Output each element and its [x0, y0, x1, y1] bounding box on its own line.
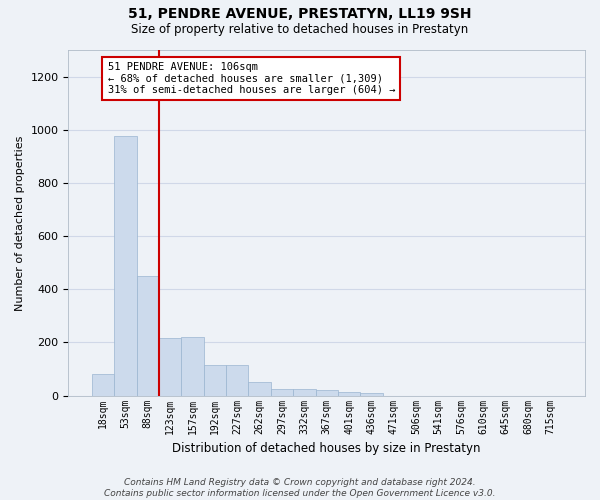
Bar: [181, 337, 204, 396]
Bar: [114, 136, 137, 396]
Bar: [159, 338, 181, 396]
Bar: [360, 393, 383, 396]
Bar: [338, 392, 360, 396]
Text: Size of property relative to detached houses in Prestatyn: Size of property relative to detached ho…: [131, 22, 469, 36]
Bar: [271, 389, 293, 396]
Bar: [293, 389, 316, 396]
Text: Contains HM Land Registry data © Crown copyright and database right 2024.
Contai: Contains HM Land Registry data © Crown c…: [104, 478, 496, 498]
Bar: [226, 365, 248, 396]
Bar: [316, 390, 338, 396]
Text: 51 PENDRE AVENUE: 106sqm
← 68% of detached houses are smaller (1,309)
31% of sem: 51 PENDRE AVENUE: 106sqm ← 68% of detach…: [107, 62, 395, 95]
Text: 51, PENDRE AVENUE, PRESTATYN, LL19 9SH: 51, PENDRE AVENUE, PRESTATYN, LL19 9SH: [128, 8, 472, 22]
Bar: [248, 382, 271, 396]
Bar: [204, 365, 226, 396]
Bar: [137, 276, 159, 396]
X-axis label: Distribution of detached houses by size in Prestatyn: Distribution of detached houses by size …: [172, 442, 481, 455]
Bar: [92, 374, 114, 396]
Y-axis label: Number of detached properties: Number of detached properties: [15, 135, 25, 310]
